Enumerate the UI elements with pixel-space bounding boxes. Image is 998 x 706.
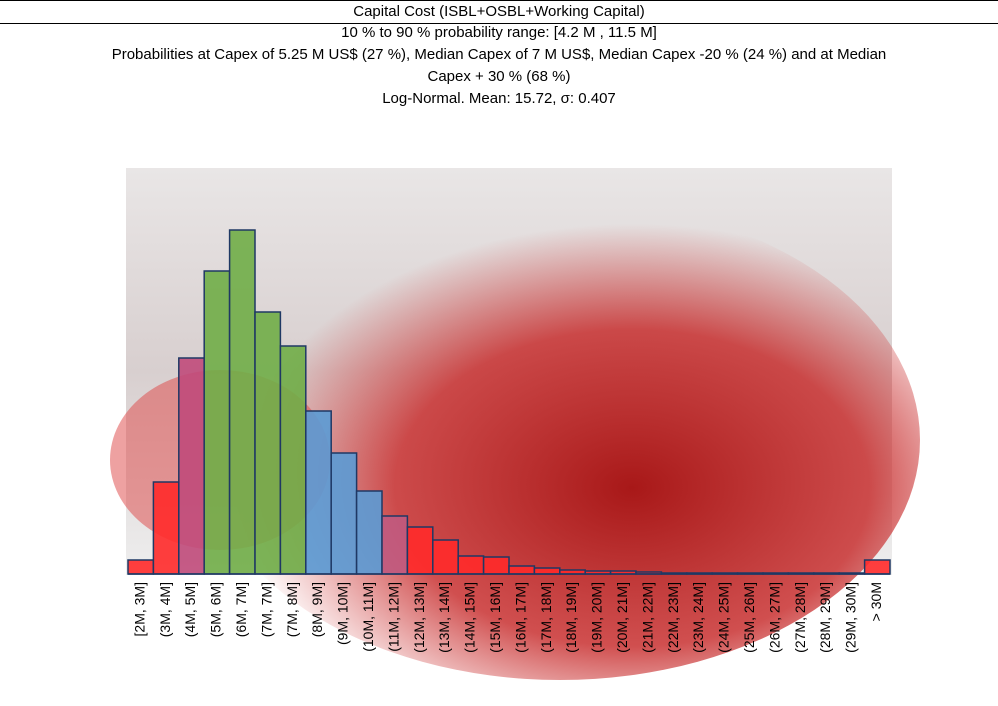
x-tick-label: > 30M (868, 582, 884, 621)
bar (863, 559, 891, 575)
bar (457, 555, 485, 575)
bar (127, 559, 155, 575)
bar (508, 565, 536, 575)
x-tick-label: (27M, 28M] (792, 582, 808, 653)
bar (178, 357, 205, 575)
subtitle: Probabilities at Capex of 5.25 M US$ (27… (111, 46, 887, 85)
subtitle: 10 % to 90 % probability range: [4.2 M ,… (341, 24, 657, 41)
bar (432, 539, 459, 575)
x-tick-label: (7M, 8M] (284, 582, 300, 637)
x-tick-label: [2M, 3M] (131, 582, 147, 636)
bar (330, 452, 358, 575)
x-tick-label: (29M, 30M] (843, 582, 859, 653)
x-tick-label: (20M, 21M] (614, 582, 630, 653)
x-tick-label: (23M, 24M] (690, 582, 706, 653)
bar (152, 481, 180, 575)
bar (228, 229, 256, 575)
x-tick-label: (3M, 4M] (157, 582, 173, 637)
bar (254, 311, 282, 575)
x-tick-label: (12M, 13M] (411, 582, 427, 653)
x-tick-label: (25M, 26M] (741, 582, 757, 653)
x-tick-label: (18M, 19M] (563, 582, 579, 653)
x-tick-label: (15M, 16M] (487, 582, 503, 653)
x-tick-label: (28M, 29M] (817, 582, 833, 653)
x-tick-label: (11M, 12M] (385, 582, 401, 652)
x-tick-label: (9M, 10M] (335, 582, 351, 645)
x-tick-label: (7M, 7M] (258, 582, 274, 637)
bar (305, 410, 332, 575)
bar (406, 526, 434, 575)
x-tick-label: (10M, 11M] (360, 582, 376, 652)
x-tick-label: (4M, 5M] (182, 582, 198, 637)
bar (203, 270, 231, 575)
x-tick-label: (21M, 22M] (639, 582, 655, 653)
bar (482, 556, 510, 575)
bar (381, 515, 409, 575)
subtitle: Log-Normal. Mean: 15.72, σ: 0.407 (382, 90, 616, 107)
x-tick-label: (26M, 27M] (766, 582, 782, 653)
chart-title: Capital Cost (ISBL+OSBL+Working Capital) (0, 0, 998, 24)
x-tick-label: (17M, 18M] (538, 582, 554, 653)
x-tick-label: (8M, 9M] (309, 582, 325, 637)
bar (279, 345, 307, 575)
x-tick-label: (19M, 20M] (589, 582, 605, 653)
x-tick-label: (24M, 25M] (716, 582, 732, 653)
bar (355, 490, 383, 575)
x-tick-label: (22M, 23M] (665, 582, 681, 653)
x-tick-label: (16M, 17M] (512, 582, 528, 653)
x-tick-label: (6M, 7M] (233, 582, 249, 637)
x-tick-label: (5M, 6M] (208, 582, 224, 637)
x-tick-label: (14M, 15M] (462, 582, 478, 653)
bar (533, 567, 561, 575)
x-tick-label: (13M, 14M] (436, 582, 452, 653)
